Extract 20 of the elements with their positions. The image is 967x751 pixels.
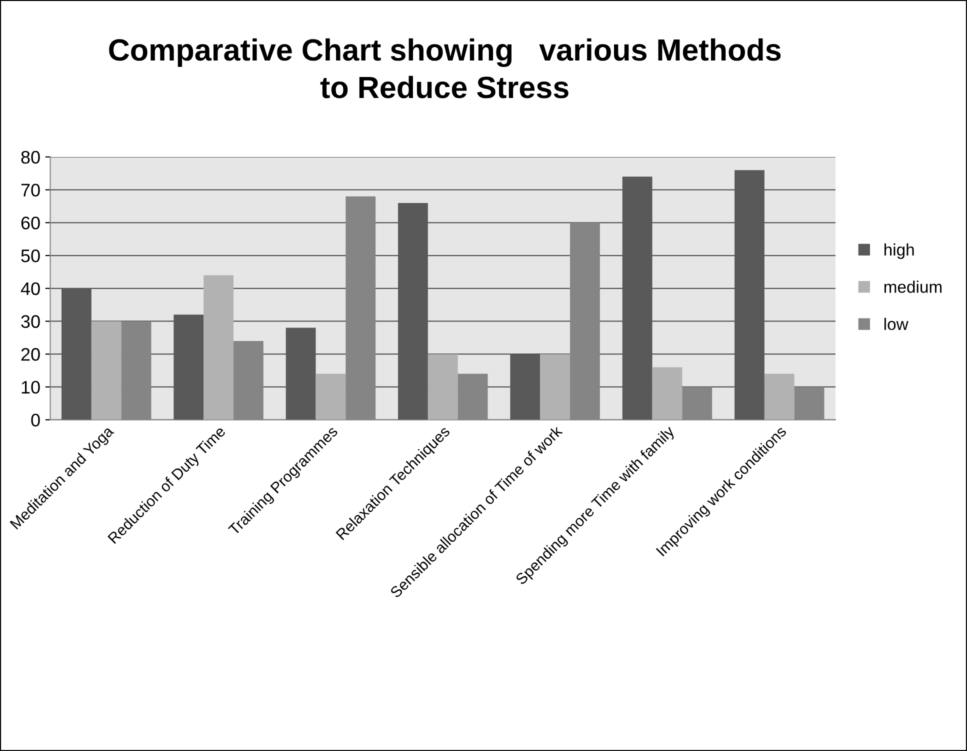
legend-label: low bbox=[884, 318, 908, 330]
y-tick-label: 70 bbox=[21, 184, 40, 197]
y-tick-label: 0 bbox=[31, 414, 40, 427]
chart-title: Comparative Chart showing various Methods to Reduce Stress bbox=[109, 38, 781, 98]
y-tick-label: 30 bbox=[21, 315, 40, 328]
y-tick-label: 60 bbox=[21, 216, 40, 230]
bar bbox=[764, 374, 794, 420]
bar bbox=[652, 367, 682, 420]
bar bbox=[540, 354, 570, 420]
legend-label: high bbox=[884, 243, 914, 259]
y-tick-label: 50 bbox=[21, 249, 40, 262]
bar bbox=[316, 374, 346, 420]
bar bbox=[91, 321, 122, 420]
y-tick-label: 10 bbox=[22, 380, 40, 394]
legend-label: medium bbox=[884, 280, 942, 293]
bar bbox=[204, 275, 234, 420]
y-tick-label: 80 bbox=[21, 150, 40, 164]
bar bbox=[428, 354, 458, 420]
y-tick-label: 40 bbox=[20, 282, 40, 296]
y-tick-label: 20 bbox=[21, 348, 40, 361]
